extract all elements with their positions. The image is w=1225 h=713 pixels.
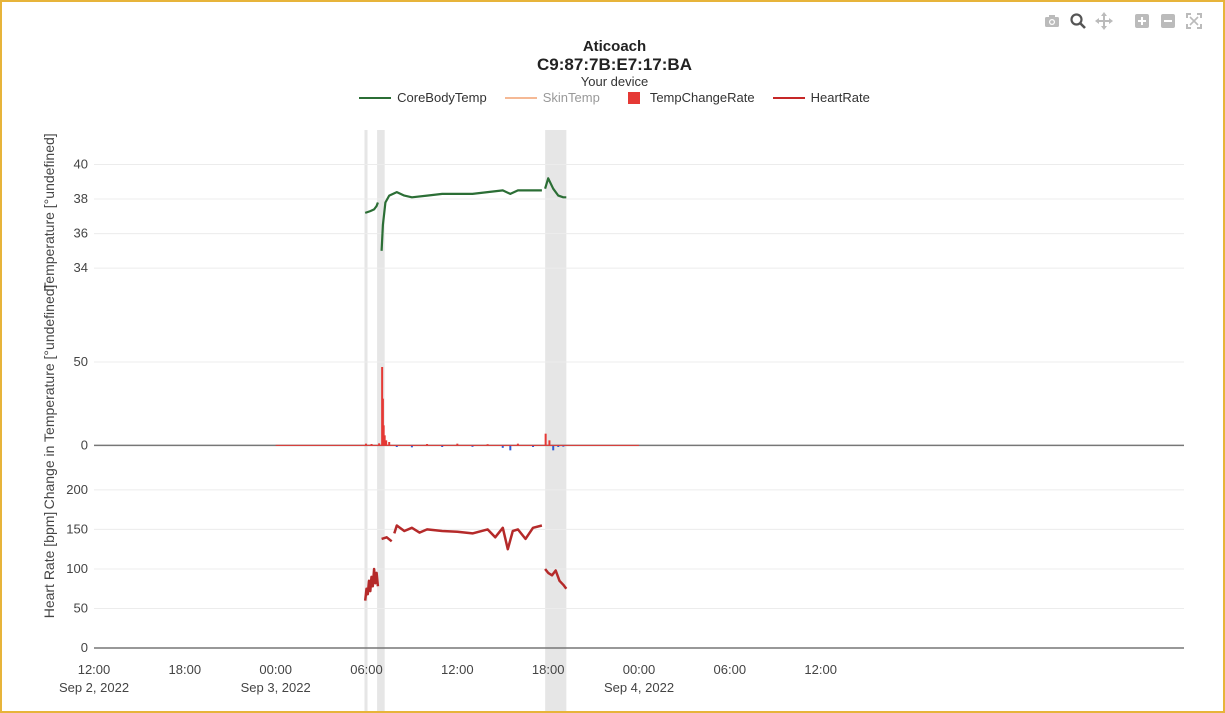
y-axis-title: Heart Rate [bpm] [41,512,57,619]
x-tick-label: 12:00 [78,662,111,677]
x-tick-date-label: Sep 2, 2022 [59,680,129,695]
legend-label: HeartRate [810,90,870,105]
pan-icon[interactable] [1095,12,1113,30]
y-tick-label: 50 [74,354,88,369]
x-tick-label: 18:00 [532,662,565,677]
legend-label: SkinTemp [542,90,600,105]
y-tick-label: 38 [74,191,88,206]
y-tick-label: 200 [66,482,88,497]
series-line-heartrate [544,568,568,590]
chart-subtitle-device-label: Your device [580,74,649,89]
chart-subtitle-device-id: C9:87:7B:E7:17:BA [537,55,692,74]
autoscale-icon[interactable] [1185,12,1203,30]
x-tick-label: 06:00 [350,662,383,677]
series-line-heartrate [363,567,380,601]
y-tick-label: 34 [74,260,88,275]
x-tick-label: 00:00 [623,662,656,677]
legend-swatch [504,96,537,99]
legend-item-skin-temp[interactable]: SkinTemp [504,90,600,105]
y-tick-label: 0 [81,640,88,655]
x-tick-label: 18:00 [169,662,202,677]
series-line-corebodytemp [364,202,379,214]
y-tick-label: 50 [74,600,88,615]
x-tick-label: 12:00 [441,662,474,677]
zoom-in-icon[interactable] [1133,12,1151,30]
y-tick-label: 0 [81,437,88,452]
series-line-heartrate [393,524,543,551]
legend-item-temp-change-rate[interactable]: TempChangeRate [618,90,755,105]
y-tick-label: 40 [74,157,88,172]
legend-swatch [359,96,392,99]
camera-icon[interactable] [1043,12,1061,30]
legend: CoreBodyTemp SkinTemp TempChangeRate Hea… [2,90,1225,105]
series-line-corebodytemp [544,177,567,199]
y-axis-title: Change in Temperature [°undefined] [41,285,57,510]
shaded-region [364,130,368,711]
x-tick-label: 00:00 [259,662,292,677]
legend-swatch [627,91,640,104]
series-line-heartrate [381,536,393,543]
legend-item-core-body-temp[interactable]: CoreBodyTemp [359,90,487,105]
y-tick-label: 100 [66,561,88,576]
x-tick-label: 06:00 [714,662,747,677]
x-tick-date-label: Sep 4, 2022 [604,680,674,695]
y-tick-label: 150 [66,521,88,536]
modebar [1043,12,1203,30]
y-tick-label: 36 [74,226,88,241]
chart-title: Aticoach [582,38,647,55]
legend-label: TempChangeRate [649,90,755,105]
legend-label: CoreBodyTemp [397,90,487,105]
zoom-icon[interactable] [1069,12,1087,30]
y-axis-title: Temperature [°undefined] [41,133,57,290]
zoom-out-icon[interactable] [1159,12,1177,30]
shaded-region [545,130,567,711]
legend-swatch [772,96,805,99]
legend-item-heart-rate[interactable]: HeartRate [772,90,870,105]
x-tick-label: 12:00 [804,662,837,677]
shaded-region [377,130,385,711]
x-tick-date-label: Sep 3, 2022 [241,680,311,695]
series-line-corebodytemp [380,189,542,251]
